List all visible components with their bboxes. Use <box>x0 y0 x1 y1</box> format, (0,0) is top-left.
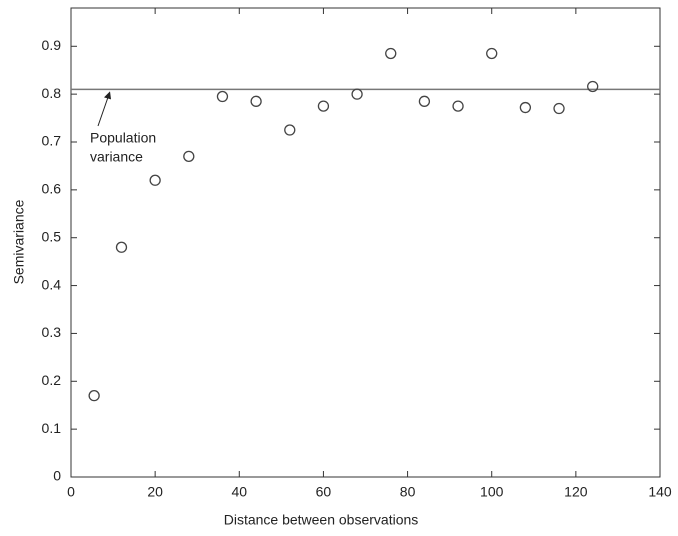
point <box>520 103 530 113</box>
y-tick-label: 0.6 <box>42 181 62 197</box>
y-tick-label: 0.5 <box>42 228 62 244</box>
y-axis-label: Semivariance <box>11 199 27 284</box>
y-tick-label: 0.9 <box>42 37 62 53</box>
annotation: Population <box>90 130 156 146</box>
x-tick-label: 20 <box>147 484 163 500</box>
x-axis-label: Distance between observations <box>224 512 419 528</box>
annotation-arrow <box>98 94 109 126</box>
y-tick-label: 0 <box>53 468 61 484</box>
y-tick-label: 0.7 <box>42 133 62 149</box>
point <box>251 96 261 106</box>
annotation: variance <box>90 149 143 165</box>
page: Distance between observations Semivarian… <box>0 0 678 536</box>
y-tick-label: 0.2 <box>42 372 62 388</box>
point <box>217 92 227 102</box>
x-tick-label: 0 <box>67 484 75 500</box>
y-tick-label: 0.8 <box>42 85 62 101</box>
x-tick-label: 40 <box>231 484 247 500</box>
arrow-head <box>104 91 111 99</box>
x-tick-label: 60 <box>316 484 332 500</box>
point <box>285 125 295 135</box>
point <box>318 101 328 111</box>
point <box>116 242 126 252</box>
point <box>419 96 429 106</box>
x-tick-label: 80 <box>400 484 416 500</box>
y-tick-label: 0.3 <box>42 324 62 340</box>
y-tick-label: 0.4 <box>42 276 62 292</box>
point <box>352 89 362 99</box>
plot-frame <box>71 8 660 477</box>
chart: Distance between observations Semivarian… <box>0 0 678 531</box>
point <box>554 104 564 114</box>
x-tick-label: 100 <box>480 484 504 500</box>
point <box>453 101 463 111</box>
point <box>89 391 99 401</box>
x-tick-label: 120 <box>564 484 588 500</box>
x-tick-label: 140 <box>648 484 672 500</box>
y-tick-label: 0.1 <box>42 420 62 436</box>
point <box>487 48 497 58</box>
point <box>386 48 396 58</box>
point <box>150 175 160 185</box>
point <box>184 151 194 161</box>
